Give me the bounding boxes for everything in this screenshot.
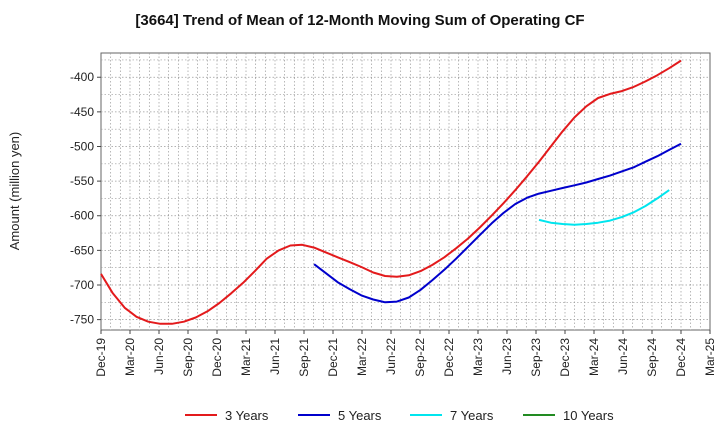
y-tick-label: -700 xyxy=(70,278,94,292)
x-tick-label: Sep-24 xyxy=(645,338,659,377)
x-tick-label: Dec-24 xyxy=(674,338,688,377)
x-tick-label: Dec-21 xyxy=(326,338,340,377)
x-tick-label: Sep-23 xyxy=(529,338,543,377)
x-tick-label: Mar-21 xyxy=(239,338,253,376)
x-tick-label: Dec-23 xyxy=(558,338,572,377)
x-tick-label: Mar-25 xyxy=(703,338,717,376)
series-line-3-years xyxy=(100,59,682,325)
y-tick-label: -750 xyxy=(70,313,94,327)
x-tick-label: Jun-23 xyxy=(500,338,514,375)
legend: 3 Years 5 Years 7 Years 10 Years xyxy=(185,408,614,423)
series-layer xyxy=(100,59,682,325)
series-line-5-years xyxy=(313,142,682,304)
y-tick-label: -650 xyxy=(70,243,94,257)
x-tick-label: Sep-21 xyxy=(297,338,311,377)
y-tick-label: -550 xyxy=(70,174,94,188)
chart-title: [3664] Trend of Mean of 12-Month Moving … xyxy=(135,12,585,29)
y-tick-label: -500 xyxy=(70,139,94,153)
x-tick-label: Jun-22 xyxy=(384,338,398,375)
legend-label: 3 Years xyxy=(225,408,269,423)
series-line-7-years xyxy=(538,189,670,226)
x-tick-label: Jun-20 xyxy=(152,338,166,375)
x-tick-label: Mar-23 xyxy=(471,338,485,376)
y-axis-title: Amount (million yen) xyxy=(7,132,22,251)
legend-label: 7 Years xyxy=(450,408,494,423)
x-tick-label: Dec-20 xyxy=(210,338,224,377)
x-tick-label: Jun-21 xyxy=(268,338,282,375)
y-tick-label: -600 xyxy=(70,209,94,223)
x-tick-label: Dec-22 xyxy=(442,338,456,377)
legend-label: 5 Years xyxy=(338,408,382,423)
x-tick-label: Dec-19 xyxy=(94,338,108,377)
y-tick-label: -450 xyxy=(70,105,94,119)
x-axis: Dec-19 Mar-20 Jun-20 Sep-20 Dec-20 Mar-21 Jun-… xyxy=(94,330,717,377)
legend-label: 10 Years xyxy=(563,408,614,423)
gridlines xyxy=(101,53,710,330)
x-tick-label: Mar-20 xyxy=(123,338,137,376)
y-axis: -400 -450 -500 -550 -600 -650 -700 -750 xyxy=(70,70,101,327)
x-tick-label: Mar-22 xyxy=(355,338,369,376)
x-tick-label: Mar-24 xyxy=(587,338,601,376)
y-tick-label: -400 xyxy=(70,70,94,84)
x-tick-label: Jun-24 xyxy=(616,338,630,375)
x-tick-label: Sep-20 xyxy=(181,338,195,377)
plot-area xyxy=(100,52,711,331)
x-tick-label: Sep-22 xyxy=(413,338,427,377)
